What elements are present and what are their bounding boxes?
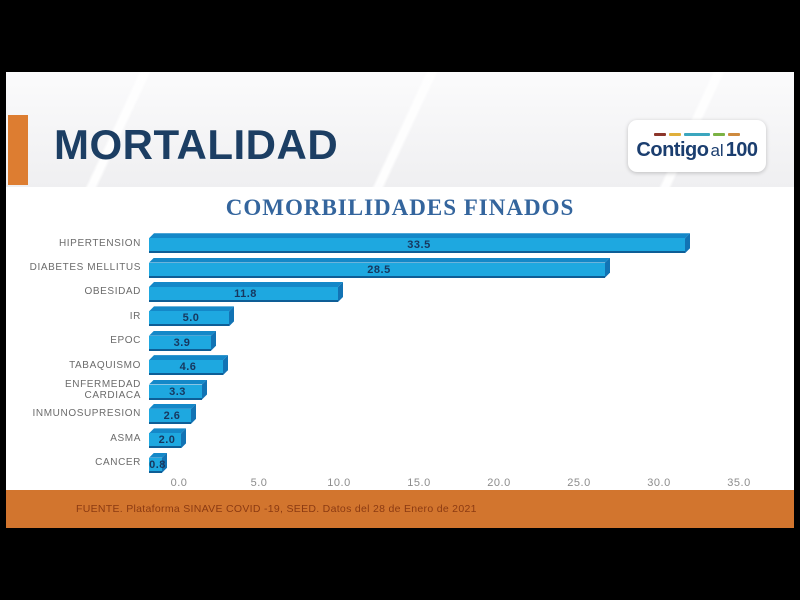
- category-label: TABAQUISMO: [69, 359, 141, 371]
- x-tick-label: 35.0: [727, 476, 751, 489]
- orange-accent-bar: [8, 115, 28, 185]
- bar-value-label: 4.6: [179, 361, 197, 374]
- footer-band: FUENTE. Plataforma SINAVE COVID -19, SEE…: [6, 490, 794, 528]
- logo-text-al: al: [710, 141, 724, 160]
- category-label: CANCER: [95, 457, 141, 469]
- logo-dash: [654, 132, 666, 136]
- chart-row: OBESIDAD 11.8: [6, 280, 794, 304]
- category-label: INMUNOSUPRESION: [32, 408, 141, 420]
- bar-area: 11.8: [149, 281, 794, 302]
- category-label: IR: [129, 310, 141, 322]
- bar-area: 4.6: [149, 355, 794, 376]
- chart-row: INMUNOSUPRESION 2.6: [6, 402, 794, 426]
- bar-value-label: 3.3: [169, 385, 186, 398]
- category-label: ENFERMEDAD CARDIACA: [64, 378, 141, 401]
- chart-row: IR 5.0: [6, 304, 794, 328]
- x-tick-label: 10.0: [327, 476, 351, 489]
- x-tick-label: 25.0: [567, 476, 591, 489]
- bar-area: 3.3: [149, 379, 794, 400]
- logo-text-100: 100: [725, 139, 758, 161]
- bar-value-label: 2.0: [158, 434, 176, 447]
- chart-row: HIPERTENSION 33.5: [6, 231, 794, 255]
- bar-side-face: [338, 281, 343, 302]
- bar-side-face: [605, 257, 610, 278]
- bar-value-label: 3.9: [173, 336, 191, 349]
- logo-dash: [684, 132, 710, 136]
- bar-value-label: 33.5: [407, 239, 431, 252]
- bar: [149, 360, 223, 376]
- x-tick-label: 5.0: [250, 476, 268, 489]
- bar-side-face: [202, 379, 207, 400]
- bar-top-face: [149, 380, 207, 385]
- bar-top-face: [149, 331, 216, 336]
- bar-top-face: [149, 428, 186, 433]
- logo-text-contigo: Contigo: [636, 139, 709, 161]
- chart-row: EPOC 3.9: [6, 329, 794, 353]
- x-tick-label: 30.0: [647, 476, 671, 489]
- category-label: EPOC: [110, 335, 141, 347]
- chart-row: DIABETES MELLITUS 28.5: [6, 255, 794, 279]
- chart-title: COMORBILIDADES FINADOS: [225, 195, 575, 220]
- bar-value-label: 11.8: [234, 287, 257, 300]
- bar-side-face: [162, 452, 167, 473]
- category-label: HIPERTENSION: [58, 237, 141, 249]
- bar-top-face: [149, 282, 343, 287]
- x-tick-label: 15.0: [407, 476, 431, 489]
- bar-side-face: [191, 403, 196, 424]
- bar-area: 28.5: [149, 257, 794, 278]
- bar: [149, 408, 191, 424]
- bar-value-label: 5.0: [182, 312, 200, 325]
- logo-dash: [713, 132, 725, 136]
- chart-row: ENFERMEDAD CARDIACA 3.3: [6, 377, 794, 401]
- bar-value-label: 0.8: [149, 458, 166, 471]
- logo-dash: [728, 132, 740, 136]
- chart-row: CANCER 0.8: [6, 451, 794, 475]
- bar: [149, 335, 211, 351]
- logo-color-dashes: [654, 132, 740, 136]
- chart-row: TABAQUISMO 4.6: [6, 353, 794, 377]
- source-text: FUENTE. Plataforma SINAVE COVID -19, SEE…: [76, 503, 477, 515]
- bar: [149, 311, 229, 327]
- chart-row: ASMA 2.0: [6, 426, 794, 450]
- bar-side-face: [223, 355, 228, 376]
- bar-area: 33.5: [149, 233, 794, 254]
- bar-value-label: 2.6: [163, 409, 181, 422]
- bar-side-face: [229, 306, 234, 327]
- bar: [149, 384, 202, 400]
- bar-area: 2.0: [149, 428, 794, 449]
- bar: [149, 238, 685, 254]
- x-axis: 0.0 5.0 10.0 15.0 20.0 25.0 30.0 35.0: [171, 476, 794, 493]
- chart-panel: COMORBILIDADES FINADOS HIPERTENSION 33.5 D…: [6, 187, 794, 490]
- category-label: OBESIDAD: [84, 286, 141, 298]
- bar-value-label: 28.5: [367, 263, 391, 276]
- category-label: DIABETES MELLITUS: [29, 262, 141, 274]
- x-tick-label: 20.0: [487, 476, 511, 489]
- bar-top-face: [149, 453, 167, 458]
- category-label: ASMA: [110, 432, 141, 444]
- page-title: MORTALIDAD: [54, 121, 339, 168]
- bar: [149, 262, 605, 278]
- bar-top-face: [149, 233, 690, 238]
- bar-top-face: [149, 258, 610, 263]
- bar-area: 3.9: [149, 330, 794, 351]
- bar-side-face: [211, 330, 216, 351]
- contigo-al-100-logo: Contigo al 100: [628, 120, 766, 172]
- logo-text: Contigo al 100: [636, 139, 758, 161]
- bar-side-face: [181, 428, 186, 449]
- x-tick-label: 0.0: [170, 476, 188, 489]
- bar-side-face: [685, 233, 690, 254]
- bar: [149, 457, 162, 473]
- bar-top-face: [149, 404, 196, 409]
- bar-area: 2.6: [149, 403, 794, 424]
- bar: [149, 286, 338, 302]
- bar-top-face: [149, 306, 234, 311]
- bar-top-face: [149, 355, 228, 360]
- bar-area: 0.8: [149, 452, 794, 473]
- bar: [149, 433, 181, 449]
- bar-area: 5.0: [149, 306, 794, 327]
- chart-rows: HIPERTENSION 33.5 DIABETES MELLITUS 28.5 OBE…: [6, 231, 794, 475]
- logo-dash: [669, 132, 681, 136]
- slide: MORTALIDAD Contigo al 100 COMORBILIDADES…: [6, 72, 794, 528]
